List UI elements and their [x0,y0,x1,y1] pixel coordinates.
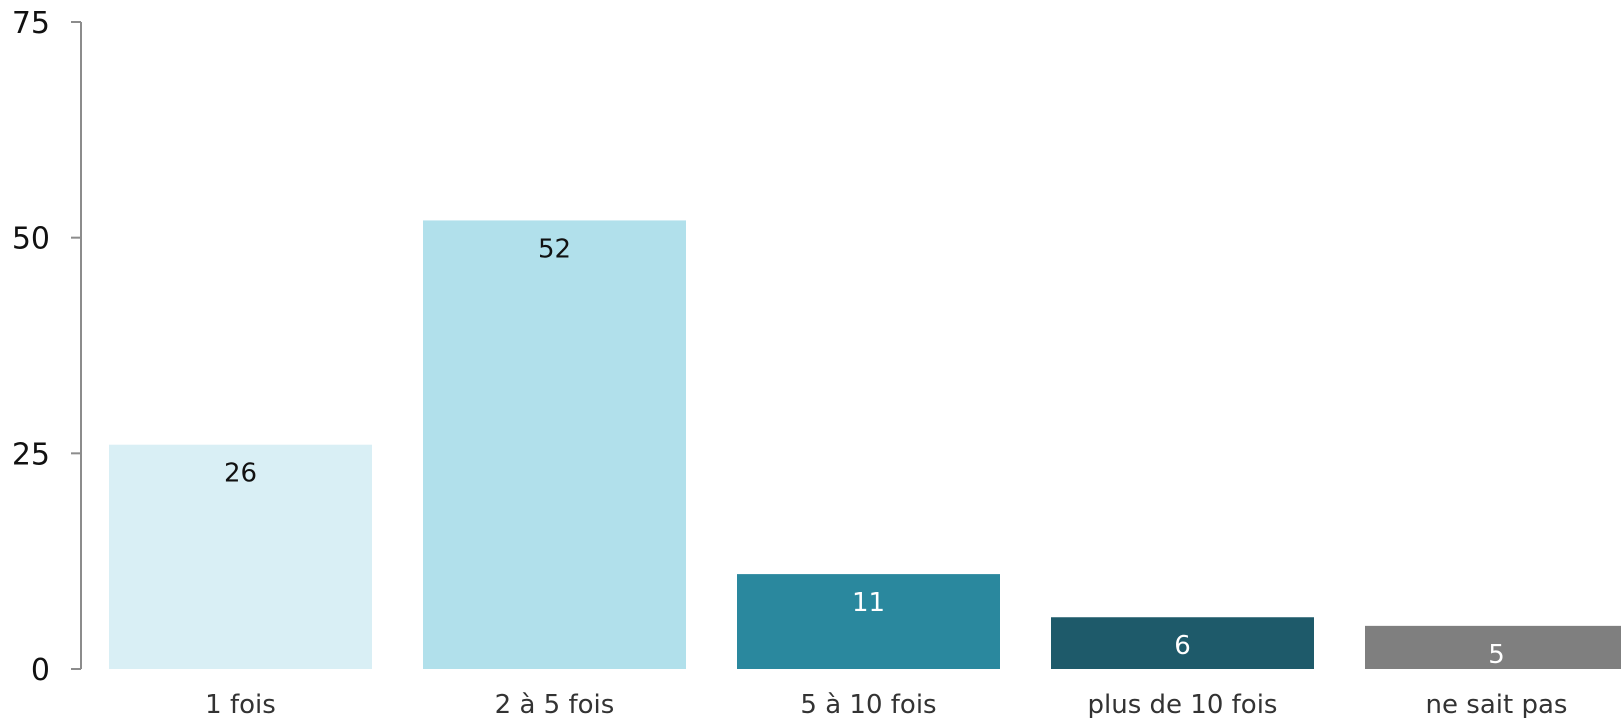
bar-value-label: 11 [852,588,885,618]
x-axis-labels: 1 fois 2 à 5 fois 5 à 10 fois plus de 10 fo… [205,690,1567,718]
y-tick-label: 25 [12,437,50,472]
bars [109,220,1621,669]
bar [1365,625,1621,669]
x-tick-label: 5 à 10 fois [800,690,936,718]
bar-value-label: 5 [1488,640,1505,670]
bar [109,444,372,669]
y-tick-label: 75 [12,6,50,41]
y-tick-label: 0 [31,653,50,688]
bar-value-label: 6 [1174,631,1191,661]
bar [1051,617,1314,669]
x-tick-label: 1 fois [205,690,276,718]
y-tick-label: 50 [12,222,50,257]
bar-value-label: 52 [538,234,571,264]
bar [423,220,686,669]
y-axis-ticks: 0 25 50 75 [12,6,81,688]
data-labels: 26 52 11 6 5 [224,234,1505,669]
x-tick-label: 2 à 5 fois [495,690,615,718]
x-tick-label: plus de 10 fois [1088,690,1278,718]
x-tick-label: ne sait pas [1426,690,1568,718]
bar-value-label: 26 [224,459,257,489]
bar [737,574,1000,669]
